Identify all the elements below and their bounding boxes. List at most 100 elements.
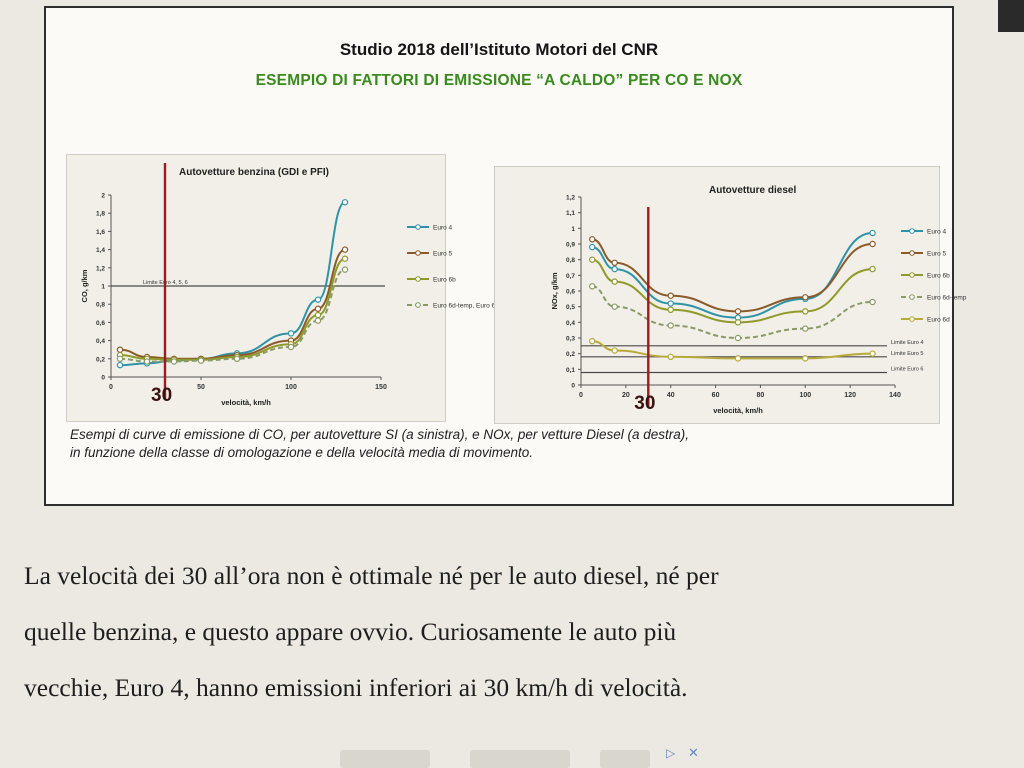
data-point: [611, 278, 618, 285]
data-point: [734, 355, 742, 362]
legend-label: Euro 5: [927, 251, 947, 258]
caption-line: in funzione della classe di omologazione…: [70, 445, 534, 460]
article-line: La velocità dei 30 all’ora non è ottimal…: [24, 561, 719, 590]
data-point: [314, 305, 322, 312]
chart-title: Autovetture diesel: [709, 185, 796, 196]
data-point: [170, 358, 178, 365]
x-tick-label: 0: [109, 384, 113, 391]
y-tick-label: 0,9: [566, 242, 575, 249]
nox-emission-chart: Autovetture diesel 0 0,1 0,2 0,3 0,4 0,5 0,6 0,7…: [550, 185, 967, 415]
y-tick-label: 1,6: [96, 229, 105, 236]
y-tick-label: 1,2: [96, 265, 105, 272]
slide-subtitle: ESEMPIO DI FATTORI DI EMISSIONE “A CALDO…: [255, 72, 743, 89]
co-emission-chart: Autovetture benzina (GDI e PFI) 0 0,2 0,4 0,…: [80, 163, 499, 407]
article-text: La velocità dei 30 all’ora non è ottimal…: [24, 548, 984, 716]
data-point: [667, 306, 674, 313]
data-point: [589, 236, 596, 243]
y-tick-label: 1: [101, 284, 105, 291]
x-tick-label: 120: [844, 392, 856, 399]
y-axis-label: NOx, g/km: [550, 272, 559, 309]
data-point: [611, 259, 618, 267]
data-point: [611, 265, 618, 273]
y-tick-label: 1: [571, 226, 575, 233]
screen-corner: [998, 0, 1024, 32]
legend-marker: [415, 224, 421, 230]
y-tick-label: 0,5: [566, 304, 575, 311]
y-tick-label: 0,4: [566, 320, 575, 327]
data-point: [667, 300, 674, 307]
y-tick-label: 0,6: [566, 289, 575, 296]
series-line: [119, 257, 346, 361]
data-point: [116, 355, 124, 362]
data-point: [802, 308, 809, 315]
x-tick-label: 100: [285, 384, 297, 391]
data-point: [869, 350, 876, 357]
legend-marker: [909, 228, 915, 234]
legend-marker: [909, 294, 915, 300]
legend-label: Euro 6d-temp, Euro 6d: [433, 303, 499, 310]
legend-marker: [909, 316, 915, 322]
y-tick-label: 0,8: [96, 302, 105, 309]
data-point: [143, 358, 151, 365]
legend-label: Euro 6b: [433, 277, 456, 284]
y-tick-label: 0,6: [96, 320, 105, 327]
data-point: [611, 347, 618, 354]
data-point: [667, 292, 674, 299]
data-point: [869, 298, 876, 306]
presentation-slide: Studio 2018 dell’Istituto Motori del CNR…: [44, 6, 967, 506]
y-tick-label: 1,8: [96, 211, 105, 218]
x-tick-label: 100: [799, 392, 811, 399]
x-axis-label: velocità, km/h: [713, 406, 763, 415]
y-tick-label: 0,7: [566, 273, 575, 280]
x-tick-label: 0: [579, 392, 583, 399]
data-point: [341, 246, 349, 253]
legend-label: Euro 6b: [927, 273, 950, 280]
data-point: [314, 311, 322, 319]
data-point: [734, 334, 742, 342]
caption-line: Esempi di curve di emissione di CO, per …: [70, 427, 689, 442]
data-point: [802, 325, 809, 332]
x-tick-label: 80: [757, 392, 765, 399]
data-point: [589, 283, 596, 290]
data-point: [869, 229, 876, 237]
y-tick-label: 2: [101, 193, 105, 200]
x-tick-label: 140: [889, 392, 901, 399]
data-point: [667, 353, 674, 360]
article-line: vecchie, Euro 4, hanno emissioni inferio…: [24, 673, 688, 702]
ad-choices-icon[interactable]: ▷: [666, 746, 676, 760]
y-tick-label: 0,4: [96, 338, 105, 345]
data-point: [734, 319, 742, 326]
y-tick-label: 0,1: [566, 367, 575, 374]
y-tick-label: 0: [101, 375, 105, 382]
article-line: quelle benzina, e questo appare ovvio. C…: [24, 617, 677, 646]
y-axis-label: CO, g/km: [80, 269, 89, 302]
data-point: [341, 266, 349, 273]
data-point: [611, 303, 618, 310]
chart-panel-petrol: Autovetture benzina (GDI e PFI) 0 0,2 0,4 0,…: [66, 154, 499, 422]
close-ad-icon[interactable]: ✕: [688, 745, 699, 760]
legend-label: Euro 4: [927, 229, 947, 236]
data-point: [116, 346, 124, 353]
data-point: [734, 308, 742, 315]
data-point: [802, 294, 809, 301]
limit-line-label: Limite Euro 5: [891, 351, 923, 357]
data-point: [341, 255, 349, 262]
series-line: [592, 232, 873, 319]
ad-placeholder: [600, 750, 650, 768]
data-point: [589, 256, 596, 263]
y-tick-label: 0,2: [566, 351, 575, 358]
chart-title: Autovetture benzina (GDI e PFI): [179, 167, 329, 178]
data-point: [116, 361, 124, 369]
x-tick-label: 20: [622, 392, 630, 399]
legend-marker: [909, 250, 915, 256]
x-tick-label: 50: [197, 384, 205, 391]
chart-caption: Esempi di curve di emissione di CO, per …: [70, 426, 950, 462]
data-point: [589, 243, 596, 251]
x-tick-label: 60: [712, 392, 720, 399]
y-tick-label: 0,3: [566, 336, 575, 343]
data-point: [802, 355, 809, 362]
ad-placeholder: [340, 750, 430, 768]
legend-label: Euro 5: [433, 251, 453, 258]
y-tick-label: 1,2: [566, 195, 575, 202]
data-point: [869, 265, 876, 273]
